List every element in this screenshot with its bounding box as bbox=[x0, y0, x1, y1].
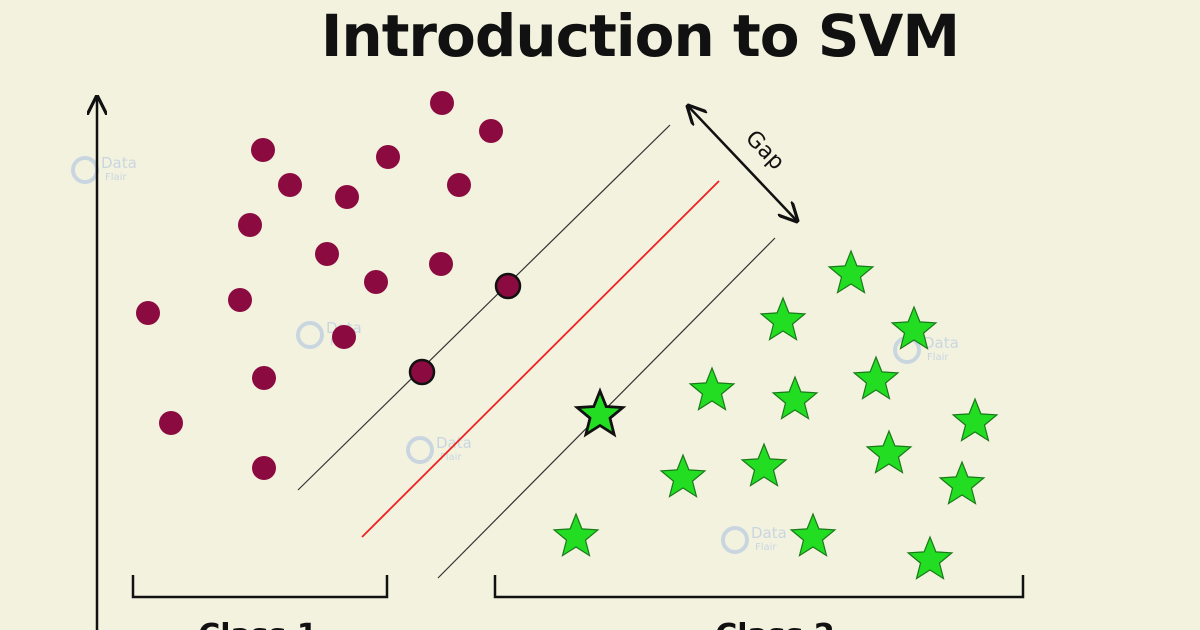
class1-support-vector bbox=[494, 272, 522, 300]
page-title: Introduction to SVM bbox=[320, 2, 960, 70]
class2-point bbox=[938, 460, 986, 505]
class1-points bbox=[136, 91, 522, 480]
class1-point bbox=[429, 252, 453, 276]
class1-point bbox=[238, 213, 262, 237]
class2-point bbox=[890, 305, 938, 350]
class2-bracket bbox=[493, 575, 1025, 599]
class2-points bbox=[552, 249, 999, 580]
watermark-sub: Flair bbox=[105, 172, 127, 183]
class1-point bbox=[335, 185, 359, 209]
class2-point bbox=[688, 366, 736, 411]
class2-point bbox=[951, 397, 999, 442]
class1-point bbox=[252, 456, 276, 480]
watermark-group: DataFlairDataFlairDataFlairDataFlairData… bbox=[71, 154, 959, 554]
class2-point bbox=[740, 442, 788, 487]
class1-support-vector bbox=[408, 358, 436, 386]
class1-point bbox=[252, 366, 276, 390]
class2-point bbox=[827, 249, 875, 294]
watermark-sub: Flair bbox=[440, 452, 462, 463]
class1-point bbox=[376, 145, 400, 169]
class1-point bbox=[364, 270, 388, 294]
class2-point bbox=[852, 355, 900, 400]
class1-point bbox=[332, 325, 356, 349]
watermark-name: Data bbox=[923, 334, 959, 352]
class1-point bbox=[278, 173, 302, 197]
class2-point bbox=[771, 375, 819, 420]
class2-point bbox=[552, 512, 600, 557]
class2-support-vector bbox=[573, 387, 627, 438]
watermark-name: Data bbox=[101, 154, 137, 172]
watermark-sub: Flair bbox=[927, 352, 949, 363]
gap-arrow bbox=[688, 106, 797, 221]
class1-bracket bbox=[131, 575, 389, 599]
margin-line-class1 bbox=[297, 124, 671, 491]
class1-point bbox=[136, 301, 160, 325]
class1-point bbox=[315, 242, 339, 266]
watermark-name: Data bbox=[751, 524, 787, 542]
class2-point bbox=[659, 453, 707, 498]
class1-point bbox=[479, 119, 503, 143]
class2-label: Class 2 bbox=[715, 618, 835, 630]
watermark-sub: Flair bbox=[755, 542, 777, 553]
class1-point bbox=[228, 288, 252, 312]
class1-point bbox=[447, 173, 471, 197]
class1-label: Class 1 bbox=[198, 618, 318, 630]
class2-point bbox=[865, 429, 913, 474]
class1-point bbox=[251, 138, 275, 162]
hyperplane-line bbox=[361, 180, 720, 538]
class2-point bbox=[759, 296, 807, 341]
class2-point bbox=[906, 535, 954, 580]
class1-point bbox=[430, 91, 454, 115]
class2-point bbox=[789, 512, 837, 557]
watermark-name: Data bbox=[436, 434, 472, 452]
class1-point bbox=[159, 411, 183, 435]
